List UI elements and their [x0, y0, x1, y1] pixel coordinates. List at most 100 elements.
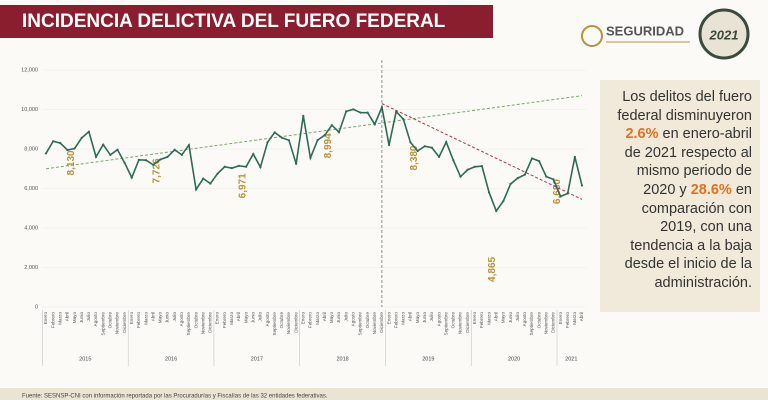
year-label: 2017: [251, 356, 263, 362]
point: [173, 148, 176, 151]
x-tick-label: Mayo: [415, 312, 420, 324]
x-tick-label: Octubre: [536, 312, 541, 329]
point: [295, 162, 298, 165]
point: [259, 166, 262, 169]
point: [530, 157, 534, 160]
x-tick-label: Febrero: [393, 312, 398, 329]
point: [552, 178, 555, 181]
badge-text: 2021: [709, 27, 739, 42]
point: [152, 163, 155, 166]
x-tick-label: Abril: [579, 312, 584, 321]
series-line: [45, 104, 583, 213]
x-tick-label: Marzo: [401, 312, 406, 325]
point: [445, 140, 448, 144]
x-tick-label: Enero: [558, 312, 563, 325]
x-tick-label: Julio: [86, 312, 91, 322]
x-tick-label: Octubre: [365, 312, 370, 329]
x-tick-label: Febrero: [50, 312, 55, 329]
point: [559, 195, 562, 198]
x-tick-label: Junio: [508, 312, 513, 323]
x-tick-label: Abril: [408, 312, 413, 321]
x-tick-label: Agosto: [436, 312, 441, 327]
x-tick-label: Agosto: [265, 312, 270, 327]
title-banner: [0, 5, 493, 38]
x-tick-label: Junio: [422, 312, 427, 323]
x-tick-label: Octubre: [451, 312, 456, 329]
y-tick-label: 8,000: [24, 146, 38, 152]
point: [545, 175, 548, 178]
x-tick-label: Febrero: [308, 312, 313, 329]
point: [94, 155, 98, 158]
y-tick-label: 6,000: [24, 186, 38, 192]
x-tick-label: Octubre: [108, 312, 113, 329]
x-tick-label: Abril: [493, 312, 498, 321]
point: [538, 159, 541, 163]
x-tick-label: Noviembre: [543, 312, 548, 335]
x-tick-label: Junio: [250, 312, 255, 323]
x-tick-label: Diciembre: [208, 312, 213, 333]
x-tick-label: Septiembre: [186, 312, 191, 336]
point: [266, 141, 269, 144]
point: [352, 108, 355, 111]
point: [102, 143, 105, 146]
year-label: 2018: [336, 356, 348, 362]
x-tick-label: Noviembre: [286, 312, 291, 335]
point: [409, 141, 412, 144]
point: [59, 141, 62, 145]
point: [573, 155, 576, 159]
point: [73, 147, 76, 150]
point: [387, 143, 391, 147]
year-label: 2016: [165, 356, 177, 362]
x-tick-label: Enero: [129, 312, 134, 325]
point: [202, 177, 205, 180]
point: [480, 165, 484, 168]
x-tick-label: Agosto: [351, 312, 356, 327]
slide-title: INCIDENCIA DELICTIVA DEL FUERO FEDERAL: [22, 11, 446, 32]
x-tick-label: Abril: [322, 312, 327, 321]
year-label: 2021: [565, 356, 577, 362]
x-tick-label: Noviembre: [458, 312, 463, 335]
x-tick-label: Septiembre: [358, 312, 363, 336]
x-tick-label: Diciembre: [465, 312, 470, 333]
y-tick-label: 2,000: [24, 265, 38, 271]
badge: [698, 8, 750, 60]
logo-emblem: [581, 25, 603, 47]
point: [509, 182, 512, 186]
x-tick-label: Marzo: [486, 312, 491, 325]
x-tick-label: Marzo: [229, 312, 234, 325]
year-label: 2015: [79, 356, 91, 362]
x-tick-label: Marzo: [58, 312, 63, 325]
year-average: 8,380: [409, 145, 420, 170]
point: [137, 158, 141, 161]
point: [502, 199, 505, 203]
point: [230, 167, 233, 170]
x-tick-label: Junio: [165, 312, 170, 323]
point: [580, 184, 584, 187]
point: [566, 192, 569, 195]
point: [44, 152, 48, 155]
x-tick-label: Julio: [172, 312, 177, 322]
x-tick-label: Mayo: [329, 312, 334, 324]
point: [309, 156, 312, 159]
x-tick-label: Octubre: [279, 312, 284, 329]
point: [516, 176, 519, 180]
year-average: 6,971: [237, 173, 248, 198]
year-label: 2019: [422, 356, 434, 362]
x-tick-label: Julio: [343, 312, 348, 322]
year-label: 2020: [508, 356, 520, 362]
point: [452, 159, 455, 162]
point: [345, 110, 348, 113]
x-tick-label: Septiembre: [272, 312, 277, 336]
x-tick-label: Enero: [215, 312, 220, 325]
x-tick-label: Abril: [236, 312, 241, 321]
x-tick-label: Abril: [65, 312, 70, 321]
point: [330, 124, 333, 127]
x-tick-label: Noviembre: [200, 312, 205, 335]
x-tick-label: Mayo: [501, 312, 506, 324]
logo-text: SEGURIDAD: [606, 23, 684, 38]
point: [287, 139, 291, 142]
point: [252, 152, 255, 156]
year-average: 6,680: [552, 179, 563, 204]
summary-text: en enero-abril de 2021 respecto al mismo…: [624, 126, 752, 198]
point: [209, 182, 212, 185]
